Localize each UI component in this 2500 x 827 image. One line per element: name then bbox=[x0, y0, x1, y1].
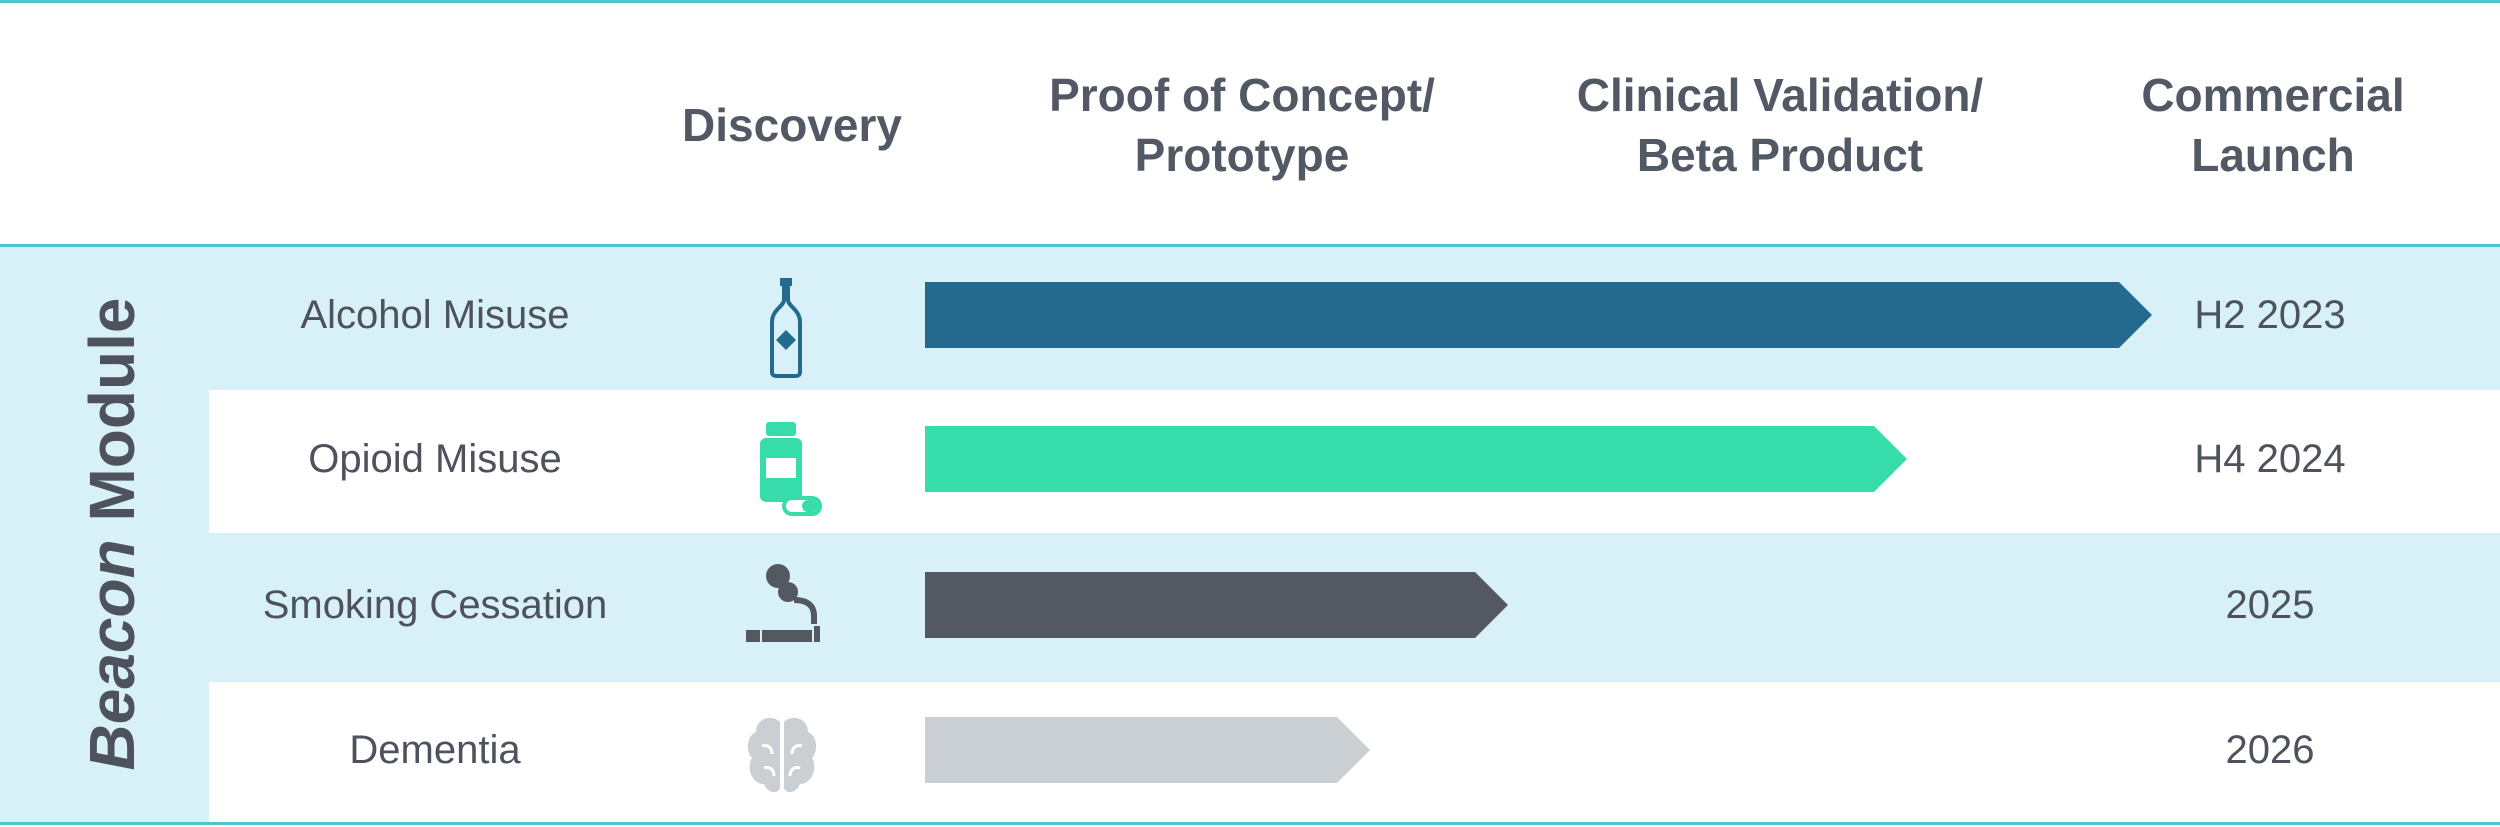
arrow-shape bbox=[925, 426, 1907, 492]
pill-bottle-icon bbox=[746, 418, 826, 518]
arrow-polygon-smoking bbox=[925, 572, 1508, 638]
module-title: Beacon Module bbox=[67, 274, 157, 794]
arrow-polygon-dementia bbox=[925, 717, 1370, 783]
bottom-rule bbox=[0, 822, 2500, 825]
brain-icon bbox=[742, 706, 822, 806]
row-label-opioid: Opioid Misuse bbox=[308, 437, 562, 481]
bottle-icon bbox=[746, 278, 826, 378]
module-band bbox=[0, 247, 209, 822]
progress-arrow-dementia bbox=[925, 717, 1370, 783]
phase-clinical-validation: Clinical Validation/ Beta Product bbox=[1576, 69, 1984, 181]
progress-arrow-alcohol bbox=[925, 282, 2152, 348]
phase-commercial-launch: Commercial Launch bbox=[2141, 69, 2405, 181]
arrow-polygon-opioid bbox=[925, 426, 1907, 492]
top-rule bbox=[0, 0, 2500, 3]
arrow-polygon-alcohol bbox=[925, 282, 2152, 348]
row-label-alcohol: Alcohol Misuse bbox=[300, 293, 570, 337]
arrow-shape bbox=[925, 282, 2152, 348]
row-label-smoking: Smoking Cessation bbox=[262, 583, 608, 627]
header-rule bbox=[0, 244, 2500, 247]
launch-date-opioid: H4 2024 bbox=[2194, 437, 2346, 481]
launch-date-dementia: 2026 bbox=[2225, 728, 2315, 772]
phase-discovery: Discovery bbox=[682, 99, 902, 151]
module-title-bold: Module bbox=[76, 297, 148, 522]
progress-arrow-smoking bbox=[925, 572, 1508, 638]
module-title-italic: Beacon bbox=[76, 539, 148, 771]
cigarette-icon bbox=[744, 558, 824, 658]
phase-proof-of-concept: Proof of Concept/ Prototype bbox=[1049, 69, 1435, 181]
launch-date-smoking: 2025 bbox=[2225, 583, 2315, 627]
arrow-shape bbox=[925, 572, 1508, 638]
launch-date-alcohol: H2 2023 bbox=[2194, 293, 2346, 337]
row-label-dementia: Dementia bbox=[349, 728, 521, 772]
progress-arrow-opioid bbox=[925, 426, 1907, 492]
arrow-shape bbox=[925, 717, 1370, 783]
